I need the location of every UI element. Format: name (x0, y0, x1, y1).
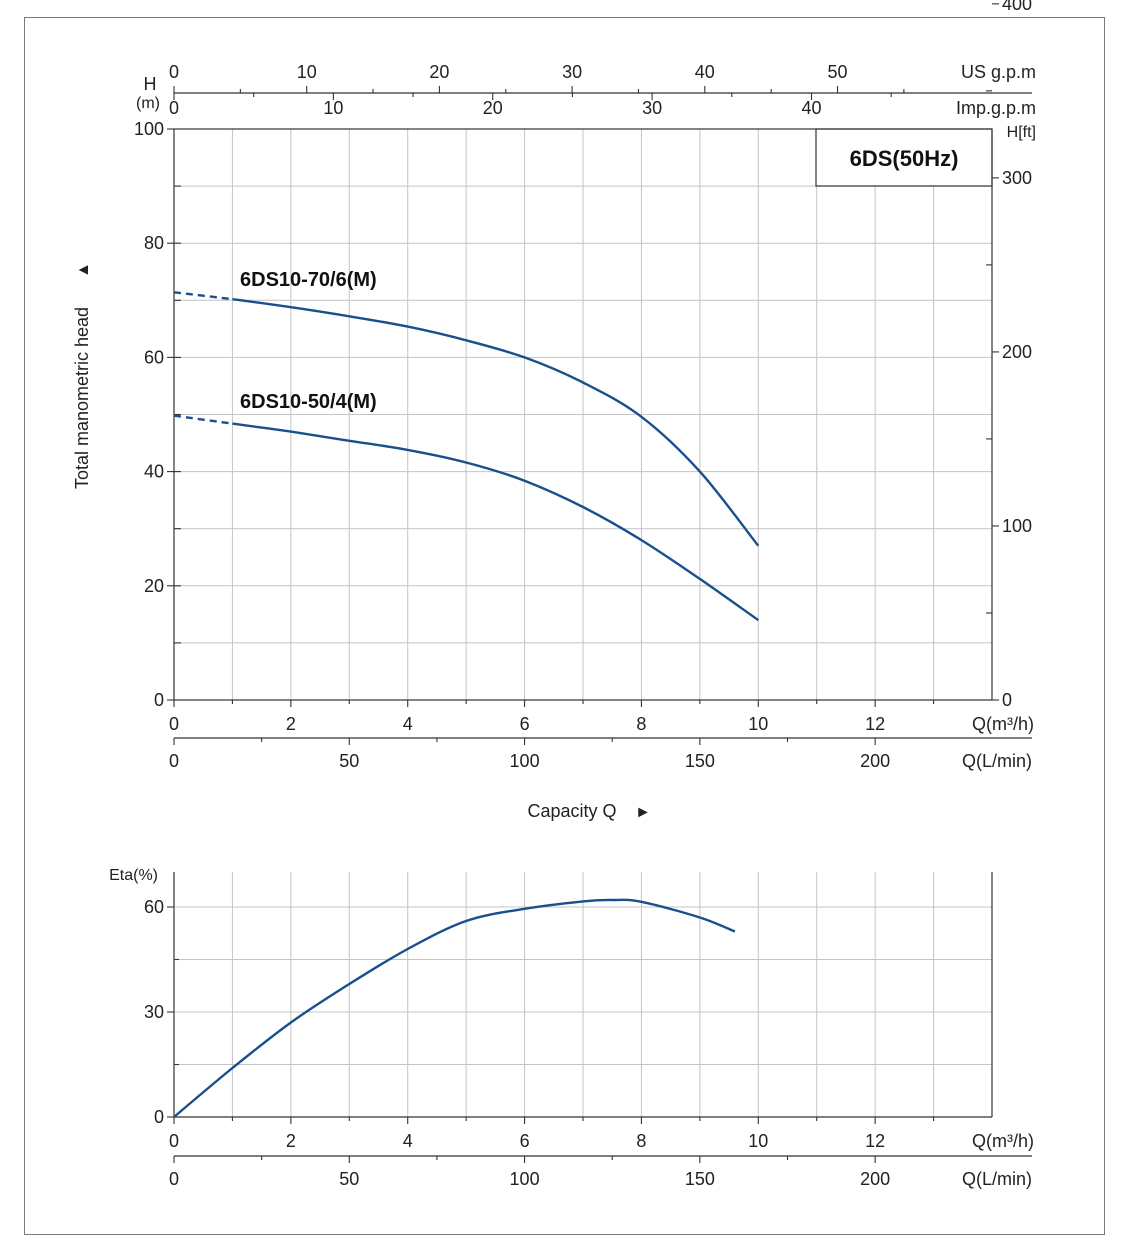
eta-bottom-axis-lmin-tick-label: 150 (685, 1169, 715, 1189)
y-axis-title: Total manometric head ▲ (72, 262, 92, 489)
left-axis-unit-m: (m) (136, 95, 160, 112)
top-axis-us-tick-label: 10 (297, 62, 317, 82)
top-axis-imp-unit: Imp.g.p.m (956, 98, 1036, 118)
bottom-axis-m3h-tick-label: 4 (403, 714, 413, 734)
curve-label: 6DS10-70/6(M) (240, 269, 377, 291)
bottom-axis-m3h-tick-label: 6 (520, 714, 530, 734)
bottom-axis-lmin-unit: Q(L/min) (962, 751, 1032, 771)
eta-bottom-axis-m3h-tick-label: 8 (636, 1131, 646, 1151)
efficiency-curve (173, 898, 736, 1118)
title-box (815, 128, 993, 187)
bottom-axis-m3h-tick-label: 0 (169, 714, 179, 734)
chart-title: 6DS(50Hz) (850, 146, 959, 171)
eta-axis-tick-label: 60 (144, 897, 164, 917)
top-axis-us-tick-label: 20 (429, 62, 449, 82)
top-axis-imp-tick-label: 10 (323, 98, 343, 118)
right-axis-unit: H[ft] (1007, 124, 1036, 141)
top-axis-us-tick-label: 30 (562, 62, 582, 82)
head-curve-dashed (173, 291, 233, 301)
eta-axis-tick-label: 0 (154, 1107, 164, 1127)
bottom-axis-m3h-tick-label: 8 (636, 714, 646, 734)
bottom-axis-m3h-tick-label: 12 (865, 714, 885, 734)
left-axis-tick-label: 40 (144, 462, 164, 482)
right-axis-tick-label: 100 (1002, 516, 1032, 536)
eta-axis-tick-label: 30 (144, 1002, 164, 1022)
y-axis-arrow-icon: ▲ (75, 262, 92, 278)
eta-axis-title: Eta(%) (109, 867, 158, 884)
bottom-axis-lmin-tick-label: 100 (510, 751, 540, 771)
eta-bottom-axis-lmin-unit: Q(L/min) (962, 1169, 1032, 1189)
right-axis-tick-label: 300 (1002, 168, 1032, 188)
eta-bottom-axis-m3h-tick-label: 4 (403, 1131, 413, 1151)
eta-bottom-axis-m3h-unit: Q(m³/h) (972, 1131, 1034, 1151)
left-axis-unit-h: H (144, 74, 157, 94)
bottom-axis-lmin-tick-label: 150 (685, 751, 715, 771)
left-axis-tick-label: 20 (144, 576, 164, 596)
left-axis-tick-label: 100 (134, 119, 164, 139)
top-axis-imp-tick-label: 40 (801, 98, 821, 118)
head-curve (232, 298, 760, 547)
eta-bottom-axis-m3h-tick-label: 2 (286, 1131, 296, 1151)
bottom-axis-m3h-unit: Q(m³/h) (972, 714, 1034, 734)
left-axis-tick-label: 0 (154, 690, 164, 710)
bottom-axis-lmin-tick-label: 200 (860, 751, 890, 771)
y-axis-title-text: Total manometric head (72, 307, 92, 489)
head-curve (232, 422, 759, 622)
top-axis-imp-tick-label: 20 (483, 98, 503, 118)
chart-frame (24, 17, 1105, 1235)
top-axis-imp-tick-label: 30 (642, 98, 662, 118)
right-axis-tick-label: 0 (1002, 690, 1012, 710)
top-axis-us-tick-label: 50 (828, 62, 848, 82)
eta-bottom-axis-lmin-tick-label: 200 (860, 1169, 890, 1189)
top-axis-us-tick-label: 40 (695, 62, 715, 82)
top-axis-us-tick-label: 0 (169, 62, 179, 82)
right-axis-tick-label: 400 (1002, 0, 1032, 14)
bottom-axis-m3h-tick-label: 10 (748, 714, 768, 734)
right-axis-tick-label: 200 (1002, 342, 1032, 362)
curve-label: 6DS10-50/4(M) (240, 391, 377, 413)
left-axis-tick-label: 80 (144, 233, 164, 253)
bottom-axis-lmin-tick-label: 0 (169, 751, 179, 771)
bottom-axis-lmin-tick-label: 50 (339, 751, 359, 771)
top-axis-imp-tick-label: 0 (169, 98, 179, 118)
head-curve-dashed (173, 414, 233, 425)
eta-bottom-axis-lmin-tick-label: 50 (339, 1169, 359, 1189)
eta-bottom-axis-m3h-tick-label: 12 (865, 1131, 885, 1151)
eta-bottom-axis-lmin-tick-label: 100 (510, 1169, 540, 1189)
left-axis-tick-label: 60 (144, 347, 164, 367)
eta-bottom-axis-m3h-tick-label: 6 (520, 1131, 530, 1151)
x-axis-arrow-icon: ► (635, 804, 651, 821)
top-axis-us-unit: US g.p.m (961, 62, 1036, 82)
eta-bottom-axis-m3h-tick-label: 0 (169, 1131, 179, 1151)
eta-bottom-axis-m3h-tick-label: 10 (748, 1131, 768, 1151)
eta-bottom-axis-lmin-tick-label: 0 (169, 1169, 179, 1189)
x-axis-title: Capacity Q (527, 801, 616, 821)
bottom-axis-m3h-tick-label: 2 (286, 714, 296, 734)
